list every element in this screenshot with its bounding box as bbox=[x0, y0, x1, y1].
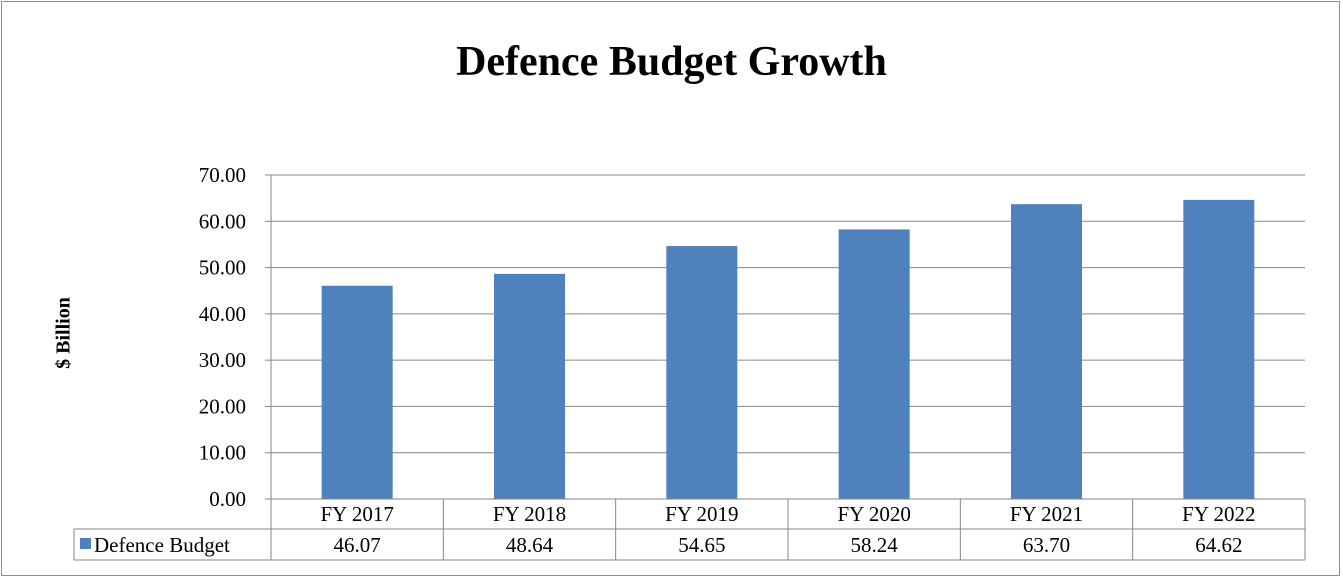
bar bbox=[1183, 199, 1255, 499]
data-value-label: 46.07 bbox=[334, 533, 381, 557]
category-label: FY 2018 bbox=[493, 502, 566, 526]
bar bbox=[838, 229, 910, 499]
data-table: FY 2017 FY 2018 FY 2019 FY 2020 FY 2021 FY 20… bbox=[73, 498, 1306, 561]
category-label: FY 2020 bbox=[838, 502, 911, 526]
y-tick-label: 70.00 bbox=[199, 163, 246, 187]
category-label: FY 2021 bbox=[1010, 502, 1083, 526]
bars-layer bbox=[321, 199, 1255, 499]
data-value-label: 54.65 bbox=[678, 533, 725, 557]
y-tick-label: 20.00 bbox=[199, 394, 246, 418]
y-tick-label: 0.00 bbox=[209, 487, 246, 511]
category-label: FY 2017 bbox=[321, 502, 394, 526]
legend-label: Defence Budget bbox=[94, 533, 230, 557]
y-tick-label: 40.00 bbox=[199, 302, 246, 326]
y-tick-label: 10.00 bbox=[199, 441, 246, 465]
data-value-label: 48.64 bbox=[506, 533, 554, 557]
bar bbox=[494, 273, 565, 499]
bar bbox=[1011, 204, 1082, 499]
legend-swatch bbox=[80, 538, 91, 549]
category-label: FY 2022 bbox=[1182, 502, 1255, 526]
y-tick-label: 30.00 bbox=[199, 348, 246, 372]
grid-layer bbox=[265, 174, 1305, 500]
category-label: FY 2019 bbox=[665, 502, 738, 526]
y-tick-label: 50.00 bbox=[199, 256, 246, 280]
y-tick-label: 60.00 bbox=[199, 209, 246, 233]
chart-title: Defence Budget Growth bbox=[456, 39, 887, 85]
y-tick-labels: 0.00 10.00 20.00 30.00 40.00 50.00 60.00 70.00 bbox=[199, 163, 246, 511]
data-value-label: 64.62 bbox=[1195, 533, 1242, 557]
data-value-label: 63.70 bbox=[1023, 533, 1070, 557]
bar bbox=[321, 285, 393, 499]
bar bbox=[666, 246, 738, 499]
data-value-label: 58.24 bbox=[851, 533, 899, 557]
